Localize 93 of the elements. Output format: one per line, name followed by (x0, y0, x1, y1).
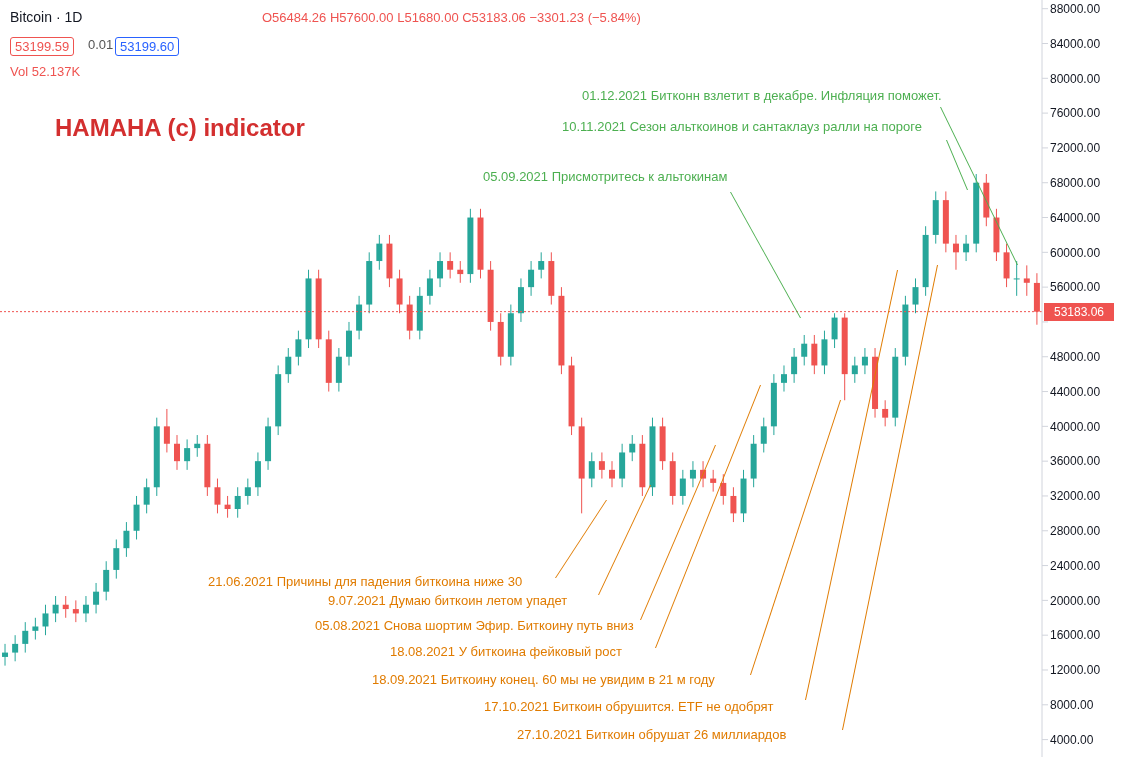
y-tick-label: 4000.00 (1050, 732, 1094, 747)
candlestick (285, 347, 292, 384)
y-tick-label: 68000.00 (1050, 175, 1101, 190)
candlestick (1023, 264, 1030, 297)
annotation: 05.09.2021 Присмотритесь к альтокинам (483, 169, 728, 184)
annotation: 05.08.2021 Снова шортим Эфир. Биткоину путь вниз (315, 618, 634, 633)
candlestick (82, 595, 89, 623)
y-tick-label: 88000.00 (1050, 1, 1101, 16)
annotation: 0.01 (88, 37, 114, 52)
candlestick (760, 417, 767, 453)
y-tick-label: 36000.00 (1050, 454, 1101, 469)
candlestick (457, 260, 464, 284)
annotation: 18.08.2021 У биткоина фейковый рост (390, 644, 622, 659)
candlestick (123, 521, 130, 558)
y-tick-label: 28000.00 (1050, 524, 1101, 539)
y-tick-label: 12000.00 (1050, 663, 1101, 678)
candlestick (629, 434, 636, 462)
annotation: 10.11.2021 Сезон альткоинов и сантаклауз ралли на пороге (562, 119, 922, 134)
y-tick-label: 48000.00 (1050, 350, 1101, 365)
candlestick (224, 495, 231, 519)
y-tick-label: 44000.00 (1050, 384, 1101, 399)
candlestick (93, 582, 100, 614)
text: Bitcoin · 1D (10, 9, 83, 25)
candlestick (851, 356, 858, 384)
candlestick (52, 595, 59, 623)
annotation: 9.07.2021 Думаю биткоин летом упадет (328, 593, 568, 608)
candlestick (194, 434, 201, 458)
candlestick (861, 347, 868, 375)
candlestick (426, 269, 433, 306)
y-tick-label: 20000.00 (1050, 593, 1101, 608)
y-tick-label: 24000.00 (1050, 558, 1101, 573)
candlestick (163, 408, 170, 453)
y-tick-label: 16000.00 (1050, 628, 1101, 643)
annotation: 53199.59 (10, 37, 75, 56)
candlestick (831, 312, 838, 349)
candlestick (22, 621, 29, 654)
text: HAMAHA (c) indicator (55, 114, 305, 142)
candlestick (598, 451, 605, 480)
y-tick-label: 56000.00 (1050, 280, 1101, 295)
annotation: 21.06.2021 Причины для падения биткоина ниже 30 (208, 574, 523, 589)
candlestick (113, 538, 120, 580)
y-tick-label: 64000.00 (1050, 210, 1101, 225)
candlestick (811, 334, 818, 375)
y-tick-label: 72000.00 (1050, 141, 1101, 156)
annotation: 18.09.2021 Биткоину конец. 60 мы не увидим в 21 м году (372, 672, 715, 687)
annotation: O56484.26 H57600.00 L51680.00 C53183.06 −3301.23 (−5.84%) (262, 10, 641, 25)
candlestick (1013, 260, 1020, 297)
candlestick (72, 599, 79, 623)
y-tick-label: 8000.00 (1050, 698, 1094, 713)
candlestick (295, 330, 302, 366)
ref-line-label: 53183.06 (1044, 302, 1114, 321)
candlestick (689, 460, 696, 488)
candlestick (2, 643, 9, 667)
y-tick-label: 40000.00 (1050, 419, 1101, 434)
candlestick (447, 251, 454, 279)
candlestick (244, 478, 251, 506)
candlestick (234, 486, 241, 519)
candlestick (882, 399, 889, 427)
candlestick (780, 364, 787, 393)
candlestick (437, 251, 444, 288)
y-tick-label: 84000.00 (1050, 36, 1101, 51)
annotation: 27.10.2021 Биткоин обрушат 26 миллиардов (517, 727, 787, 742)
candlestick (609, 460, 616, 488)
candlestick (912, 277, 919, 314)
y-tick-label: 60000.00 (1050, 245, 1101, 260)
candlestick (103, 560, 110, 601)
candlestick (528, 260, 535, 297)
candlestick (730, 486, 737, 523)
candlestick (588, 451, 595, 488)
y-tick-label: 76000.00 (1050, 106, 1101, 121)
annotation: 01.12.2021 Битконн взлетит в декабре. Инфляция поможет. (582, 88, 942, 103)
annotation: 17.10.2021 Биткоин обрушится. ETF не одобрят (484, 699, 774, 714)
candlestick (42, 604, 49, 636)
candlestick (952, 234, 959, 271)
y-tick-label: 80000.00 (1050, 71, 1101, 86)
candlestick (32, 617, 39, 641)
candlestick (538, 251, 545, 279)
candlestick (801, 334, 808, 366)
annotation: 53199.60 (115, 37, 180, 56)
candlestick (62, 595, 69, 619)
candlestick (376, 234, 383, 271)
candlestick (214, 478, 221, 514)
candlestick (791, 347, 798, 384)
annotation: Vol 52.137K (10, 64, 81, 79)
candlestick (720, 473, 727, 506)
y-tick-label: 32000.00 (1050, 489, 1101, 504)
candlestick (174, 434, 180, 471)
candlestick (184, 438, 191, 471)
candlestick (679, 469, 686, 506)
candlestick (710, 469, 717, 493)
candlestick (12, 634, 19, 662)
candlestick (143, 478, 150, 514)
candlestick (963, 234, 970, 262)
